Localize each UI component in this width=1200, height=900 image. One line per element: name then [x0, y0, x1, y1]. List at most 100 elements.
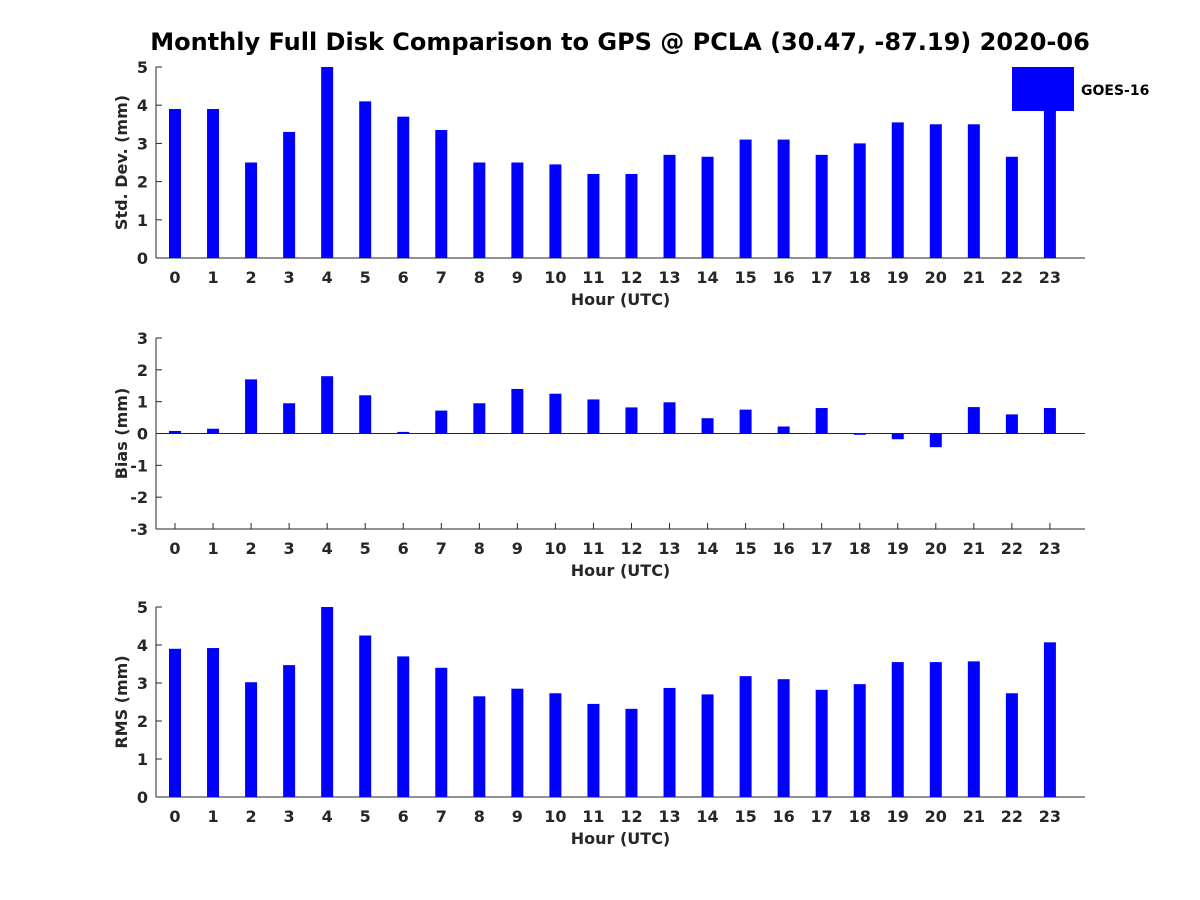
- panel-3-x-tick-label: 13: [658, 807, 680, 826]
- panel-3-bar-hour-15: [739, 676, 752, 797]
- panel-1-x-tick-label: 16: [773, 268, 795, 287]
- panel-2-bar-hour-18: [853, 433, 866, 435]
- panel-3-bar-hour-9: [511, 688, 524, 797]
- panel-3-bar-hour-12: [625, 708, 638, 797]
- panel-2-y-tick-label: -3: [130, 520, 148, 539]
- panel-1-bar-hour-20: [929, 124, 942, 258]
- panel-1-bar-hour-12: [625, 173, 638, 258]
- panel-3-x-tick-label: 17: [811, 807, 833, 826]
- panel-3-bar-hour-23: [1043, 642, 1056, 797]
- panel-3-x-tick-label: 5: [360, 807, 371, 826]
- panel-3-bar-hour-4: [321, 607, 334, 797]
- panel-3-x-tick-label: 21: [963, 807, 985, 826]
- panel-2-bar-hour-11: [587, 399, 600, 434]
- panel-3-bar-hour-13: [663, 687, 676, 797]
- panel-3-bar-hour-7: [435, 667, 448, 797]
- panel-2-x-tick-label: 7: [436, 539, 447, 558]
- panel-1-x-axis-label: Hour (UTC): [571, 290, 671, 309]
- panel-1-bar-hour-19: [891, 122, 904, 258]
- panel-2-x-tick-label: 2: [246, 539, 257, 558]
- panel-1-x-tick-label: 20: [925, 268, 947, 287]
- panel-3-bar-hour-1: [207, 648, 220, 797]
- panel-1-x-tick-label: 8: [474, 268, 485, 287]
- panel-2-x-tick-label: 9: [512, 539, 523, 558]
- panel-3-y-tick-label: 5: [137, 598, 148, 617]
- panel-3-x-tick-label: 9: [512, 807, 523, 826]
- panel-3-bar-hour-17: [815, 689, 828, 797]
- panel-1-y-tick-label: 4: [137, 96, 148, 115]
- panel-3-x-tick-label: 3: [284, 807, 295, 826]
- panel-3-bar-hour-0: [169, 648, 181, 797]
- panel-2-x-tick-label: 3: [284, 539, 295, 558]
- panel-2-bar-hour-4: [321, 376, 334, 434]
- panel-1-x-tick-label: 19: [887, 268, 909, 287]
- panel-2-x-tick-label: 0: [169, 539, 180, 558]
- panel-2-bar-hour-8: [473, 403, 486, 434]
- panel-2-y-tick-label: -1: [130, 456, 148, 475]
- panel-3-x-tick-label: 2: [246, 807, 257, 826]
- panel-3-y-axis-label: RMS (mm): [112, 655, 131, 748]
- panel-1-bar-hour-7: [435, 130, 448, 258]
- panel-1-x-tick-label: 7: [436, 268, 447, 287]
- panel-3-x-tick-label: 1: [207, 807, 218, 826]
- panel-2-bar-hour-19: [891, 433, 904, 440]
- panel-1-y-tick-label: 1: [137, 211, 148, 230]
- panel-1-bar-hour-10: [549, 164, 562, 258]
- panel-1-x-tick-label: 21: [963, 268, 985, 287]
- panel-2-y-tick-label: -2: [130, 488, 148, 507]
- panel-2-y-tick-label: 0: [137, 425, 148, 444]
- panel-2-bar-hour-17: [815, 408, 828, 434]
- panel-1-bar-hour-15: [739, 139, 752, 258]
- panel-2-bar-hour-14: [701, 418, 714, 434]
- panel-3-bar-hour-14: [701, 694, 714, 797]
- panel-2-y-tick-label: 3: [137, 329, 148, 348]
- panel-1-bar-hour-0: [169, 109, 181, 259]
- panel-1-x-tick-label: 1: [207, 268, 218, 287]
- panel-2-x-tick-label: 4: [322, 539, 333, 558]
- panel-1-y-tick-label: 2: [137, 173, 148, 192]
- panel-2-x-tick-label: 17: [811, 539, 833, 558]
- panel-2-bar-hour-0: [169, 430, 181, 434]
- panel-2-bar-hour-22: [1005, 414, 1018, 434]
- panel-3-x-tick-label: 18: [849, 807, 871, 826]
- panel-1-x-tick-label: 3: [284, 268, 295, 287]
- panel-2-x-tick-label: 21: [963, 539, 985, 558]
- panel-2-y-axis-label: Bias (mm): [112, 388, 131, 480]
- panel-2-bar-hour-10: [549, 393, 562, 434]
- panel-3-x-tick-label: 23: [1039, 807, 1061, 826]
- panel-1-x-tick-label: 0: [169, 268, 180, 287]
- panel-1-x-tick-label: 4: [322, 268, 333, 287]
- panel-3-y-tick-label: 1: [137, 750, 148, 769]
- panel-2-x-tick-label: 16: [773, 539, 795, 558]
- panel-3-y-tick-label: 0: [137, 788, 148, 807]
- panel-2-bar-hour-16: [777, 426, 790, 434]
- panel-1-x-tick-label: 14: [696, 268, 718, 287]
- panel-3-bar-hour-10: [549, 693, 562, 797]
- panel-2-bar-hour-6: [397, 431, 410, 434]
- panel-3-bar-hour-3: [283, 665, 296, 797]
- panel-2-x-tick-label: 23: [1039, 539, 1061, 558]
- panel-3-x-tick-label: 0: [169, 807, 180, 826]
- panel-3-bar-hour-11: [587, 703, 600, 797]
- panel-1-x-tick-label: 5: [360, 268, 371, 287]
- panel-3-x-tick-label: 20: [925, 807, 947, 826]
- panel-2-y-tick-label: 1: [137, 393, 148, 412]
- panel-2-bar-hour-5: [359, 395, 372, 434]
- panel-3-y-tick-label: 3: [137, 674, 148, 693]
- panel-1-bar-hour-13: [663, 154, 676, 258]
- panel-1-bar-hour-18: [853, 143, 866, 258]
- panel-1-x-tick-label: 17: [811, 268, 833, 287]
- panel-1-x-tick-label: 11: [582, 268, 604, 287]
- panel-1-bar-hour-17: [815, 154, 828, 258]
- panel-3-x-tick-label: 6: [398, 807, 409, 826]
- panel-1-bar-hour-6: [397, 116, 410, 258]
- panel-1-bar-hour-1: [207, 109, 220, 259]
- panel-3-x-tick-label: 16: [773, 807, 795, 826]
- panel-3-x-tick-label: 12: [620, 807, 642, 826]
- panel-2-x-tick-label: 5: [360, 539, 371, 558]
- panel-1-bar-hour-3: [283, 131, 296, 258]
- panel-2-x-tick-label: 1: [207, 539, 218, 558]
- panel-2-bar-hour-15: [739, 409, 752, 434]
- panel-1-bar-hour-4: [321, 67, 334, 258]
- panel-1-bar-hour-9: [511, 162, 524, 258]
